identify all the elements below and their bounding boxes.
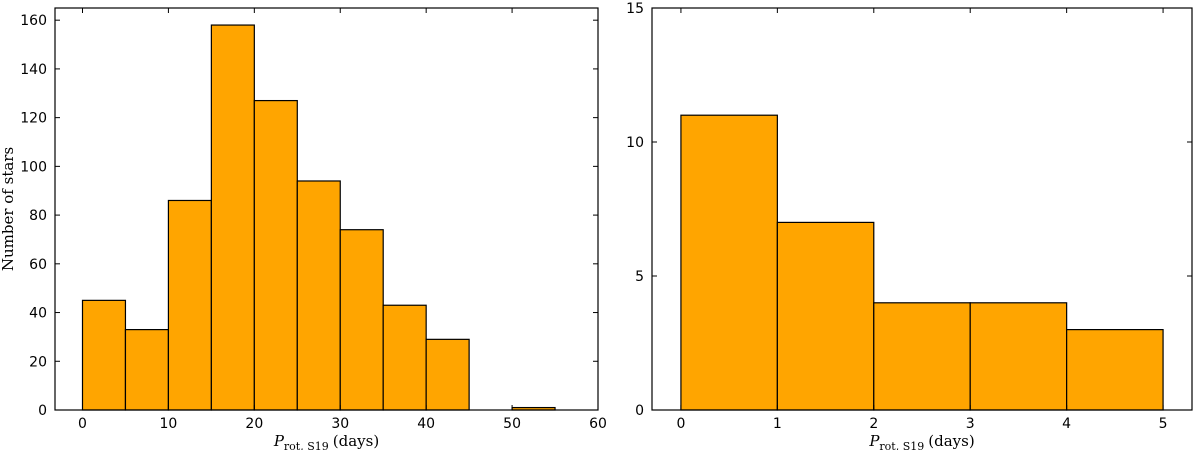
x-axis-label-unit: (days) bbox=[928, 432, 974, 450]
y-tick-label: 60 bbox=[29, 257, 47, 273]
y-tick-label: 140 bbox=[20, 62, 47, 78]
y-tick-label: 15 bbox=[626, 1, 644, 17]
x-tick-label: 2 bbox=[869, 416, 878, 432]
histogram-bar bbox=[382, 304, 427, 411]
x-tick-label: 40 bbox=[417, 416, 435, 432]
x-tick-label: 20 bbox=[245, 416, 263, 432]
x-axis-label: Prot, S19 (days) bbox=[868, 432, 974, 450]
y-tick-label: 10 bbox=[626, 135, 644, 151]
left-histogram: 0 10 20 30 40 50 60 0 20 40 60 80 100 120 140 160 Prot, … bbox=[0, 7, 607, 450]
histogram-bar bbox=[680, 114, 778, 411]
histogram-bar bbox=[873, 302, 971, 411]
y-tick-label: 120 bbox=[20, 111, 47, 127]
y-tick-label: 0 bbox=[38, 403, 47, 419]
x-tick-label: 10 bbox=[159, 416, 177, 432]
y-tick-label: 100 bbox=[20, 159, 47, 175]
histogram-bar bbox=[296, 180, 341, 411]
histogram-bar bbox=[425, 338, 470, 411]
x-tick-label: 30 bbox=[331, 416, 349, 432]
histogram-bar bbox=[81, 299, 127, 411]
x-tick-label: 3 bbox=[966, 416, 975, 432]
y-tick-label: 0 bbox=[635, 403, 644, 419]
histogram-bar bbox=[339, 229, 384, 411]
histogram-bar bbox=[1066, 329, 1164, 411]
x-tick-label: 50 bbox=[503, 416, 521, 432]
y-tick-label: 160 bbox=[20, 13, 47, 29]
x-tick-label: 5 bbox=[1159, 416, 1168, 432]
x-tick-label: 1 bbox=[773, 416, 782, 432]
y-tick-label: 40 bbox=[29, 306, 47, 322]
x-axis-label-subscript: rot, S19 bbox=[879, 440, 924, 450]
axes-frame bbox=[651, 7, 1193, 411]
histogram-bar bbox=[969, 302, 1068, 411]
right-histogram: 0 1 2 3 4 5 0 5 10 15 Prot, S19 (days) bbox=[626, 1, 1193, 450]
histogram-bar bbox=[776, 221, 875, 411]
y-tick-label: 80 bbox=[29, 208, 47, 224]
histogram-bar bbox=[210, 24, 255, 411]
x-axis-label-main: P bbox=[273, 432, 285, 450]
axes-frame bbox=[54, 7, 599, 411]
x-axis-label-main: P bbox=[868, 432, 880, 450]
y-tick-label: 20 bbox=[29, 354, 47, 370]
histogram-bar bbox=[124, 329, 170, 411]
x-tick-label: 60 bbox=[589, 416, 607, 432]
x-axis-label: Prot, S19 (days) bbox=[273, 432, 379, 450]
y-tick-label: 5 bbox=[635, 269, 644, 285]
x-axis-label-subscript: rot, S19 bbox=[284, 440, 329, 450]
x-tick-label: 4 bbox=[1062, 416, 1071, 432]
x-axis-label-unit: (days) bbox=[333, 432, 379, 450]
x-tick-label: 0 bbox=[78, 416, 87, 432]
y-axis-label: Number of stars bbox=[0, 147, 17, 271]
x-tick-label: 0 bbox=[676, 416, 685, 432]
histogram-bar bbox=[167, 199, 212, 411]
histogram-bar bbox=[253, 99, 298, 411]
